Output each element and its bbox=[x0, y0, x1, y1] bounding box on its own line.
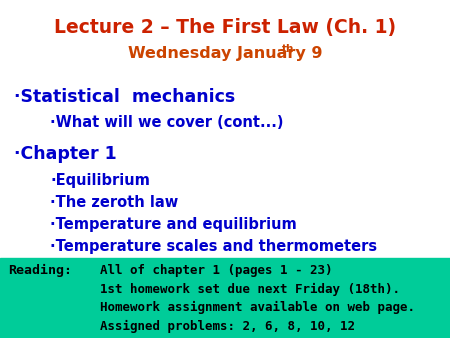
Text: 1st homework set due next Friday (18th).: 1st homework set due next Friday (18th). bbox=[100, 283, 400, 295]
Text: ·Temperature scales and thermometers: ·Temperature scales and thermometers bbox=[50, 239, 377, 254]
Text: Assigned problems: 2, 6, 8, 10, 12: Assigned problems: 2, 6, 8, 10, 12 bbox=[100, 319, 355, 333]
FancyBboxPatch shape bbox=[0, 258, 450, 338]
Text: Reading:: Reading: bbox=[8, 264, 72, 277]
Text: Wednesday January 9: Wednesday January 9 bbox=[128, 46, 322, 61]
Text: Lecture 2 – The First Law (Ch. 1): Lecture 2 – The First Law (Ch. 1) bbox=[54, 18, 396, 37]
Text: Homework assignment available on web page.: Homework assignment available on web pag… bbox=[100, 301, 415, 314]
Text: ·The zeroth law: ·The zeroth law bbox=[50, 195, 178, 210]
Text: th: th bbox=[282, 44, 294, 54]
Text: ·Equilibrium: ·Equilibrium bbox=[50, 173, 150, 188]
Text: ·Statistical  mechanics: ·Statistical mechanics bbox=[14, 88, 235, 106]
Text: ·Temperature and equilibrium: ·Temperature and equilibrium bbox=[50, 217, 297, 232]
Text: All of chapter 1 (pages 1 - 23): All of chapter 1 (pages 1 - 23) bbox=[100, 264, 333, 277]
Text: ·What will we cover (cont...): ·What will we cover (cont...) bbox=[50, 115, 284, 130]
Text: ·Chapter 1: ·Chapter 1 bbox=[14, 145, 117, 163]
